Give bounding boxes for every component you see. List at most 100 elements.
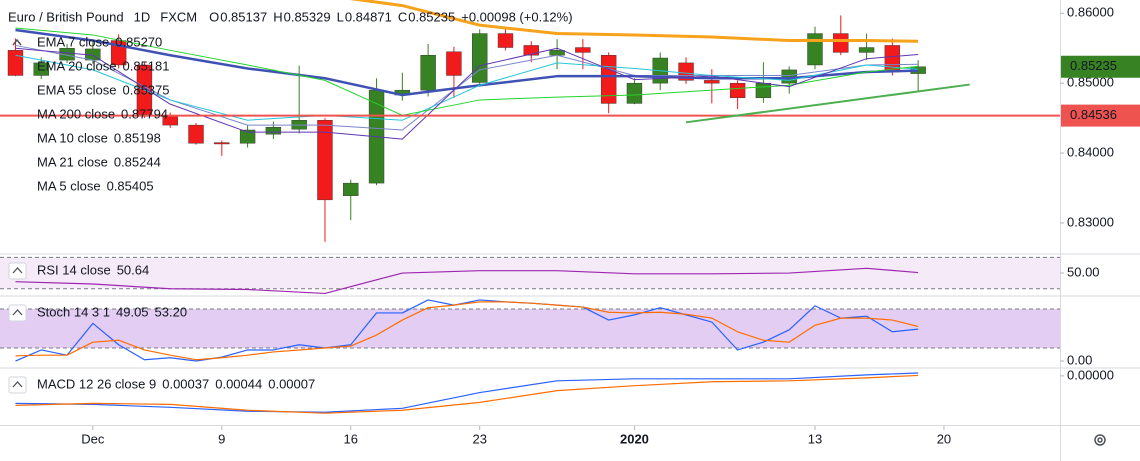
x-tick-label: 20 bbox=[937, 431, 951, 446]
settings-icon[interactable] bbox=[1094, 434, 1106, 446]
candle-body bbox=[420, 55, 436, 91]
candle-body bbox=[833, 33, 849, 53]
legend-label: MA 10 close bbox=[37, 130, 108, 145]
candle-body bbox=[7, 50, 24, 76]
pane-legend-value: 49.05 bbox=[116, 304, 149, 319]
pane-label: MACD 12 26 close 9 bbox=[37, 376, 156, 391]
pane-icon bbox=[8, 304, 27, 322]
ohlc-letter: C bbox=[398, 9, 407, 24]
ohlc-letter: O bbox=[209, 9, 219, 24]
y-tick-label: 0.00 bbox=[1067, 352, 1092, 367]
source: FXCM bbox=[160, 9, 197, 24]
candle-body bbox=[497, 33, 514, 48]
band-fill bbox=[0, 257, 1060, 289]
x-tick-label: 2020 bbox=[620, 431, 649, 446]
candle-body bbox=[781, 69, 797, 84]
x-tick-label: 9 bbox=[218, 431, 225, 446]
candle-body bbox=[729, 82, 746, 99]
overlay-line bbox=[15, 47, 919, 140]
legend-label: MA 200 close bbox=[37, 106, 115, 121]
candle-body bbox=[472, 33, 488, 83]
ohlc-value: 0.85235 bbox=[408, 9, 455, 24]
candle-body bbox=[807, 33, 823, 66]
y-tick-label: 0.84000 bbox=[1067, 144, 1114, 159]
legend-collapse bbox=[12, 38, 22, 46]
legend-value: 0.85244 bbox=[114, 154, 161, 169]
legend-value: 0.85405 bbox=[107, 178, 154, 193]
y-tick-label: 0.00000 bbox=[1067, 367, 1114, 382]
indicator-line bbox=[15, 372, 919, 413]
legend-label: EMA 7 close bbox=[37, 34, 109, 49]
x-tick-label: 23 bbox=[472, 431, 486, 446]
hline-price-box bbox=[1061, 104, 1140, 127]
pane-collapse bbox=[12, 309, 23, 316]
legend-value: 0.85181 bbox=[123, 58, 170, 73]
candle-body bbox=[265, 126, 282, 135]
candle-body bbox=[626, 82, 643, 104]
legend-value: 0.85270 bbox=[115, 34, 162, 49]
candle-body bbox=[317, 120, 333, 201]
pane-label: RSI 14 close bbox=[37, 262, 111, 277]
legend-label: EMA 55 close bbox=[37, 82, 117, 97]
pane-legend-value: 0.00007 bbox=[268, 376, 315, 391]
last-price-box bbox=[1061, 55, 1140, 78]
indicator-pane bbox=[0, 299, 1060, 362]
candle-body bbox=[704, 80, 720, 84]
legend-label: MA 21 close bbox=[37, 154, 108, 169]
x-tick-label: Dec bbox=[81, 431, 105, 446]
pane-legend-value: 50.64 bbox=[117, 262, 150, 277]
y-tick-label: 0.85000 bbox=[1067, 75, 1114, 90]
price-pane bbox=[0, 0, 1060, 242]
pane-legend-value: 0.00044 bbox=[215, 376, 262, 391]
trend-line bbox=[685, 83, 970, 124]
chart-title: Euro / British Pound bbox=[8, 9, 124, 24]
pane-legend-value: 53.20 bbox=[155, 304, 188, 319]
pane-legend-value: 0.00037 bbox=[162, 376, 209, 391]
x-tick-label: 13 bbox=[808, 431, 822, 446]
candle-body bbox=[523, 45, 539, 56]
candle-body bbox=[33, 62, 49, 76]
y-tick-label: 50.00 bbox=[1067, 264, 1100, 279]
candle-body bbox=[678, 62, 694, 81]
hline-price-label: 0.84536 bbox=[1070, 107, 1117, 122]
indicator-line bbox=[15, 374, 919, 414]
ohlc-value: 0.85329 bbox=[284, 9, 331, 24]
last-price-label: 0.85235 bbox=[1070, 58, 1117, 73]
pane-icon bbox=[8, 262, 27, 280]
pane-collapse bbox=[12, 381, 23, 388]
interval: 1D bbox=[134, 9, 151, 24]
pane-icon bbox=[8, 376, 27, 394]
indicator-pane bbox=[15, 372, 919, 414]
candle-body bbox=[239, 129, 256, 144]
x-tick-label: 16 bbox=[344, 431, 358, 446]
overlay-line bbox=[15, 27, 919, 116]
overlay-line bbox=[15, 54, 919, 121]
candle-body bbox=[575, 47, 591, 53]
candle-body bbox=[755, 82, 772, 99]
overlay-line bbox=[349, 0, 919, 43]
legend-label: EMA 20 close bbox=[37, 58, 117, 73]
legend-label: MA 5 close bbox=[37, 178, 101, 193]
candle-body bbox=[188, 124, 204, 144]
indicator-line bbox=[15, 267, 919, 295]
candle-body bbox=[343, 182, 359, 196]
candle-body bbox=[549, 50, 565, 56]
pane-collapse bbox=[12, 267, 23, 274]
ohlc-value: 0.84871 bbox=[345, 9, 392, 24]
ohlc-letter: H bbox=[273, 9, 282, 24]
ohlc-letter: L bbox=[337, 9, 344, 24]
y-tick-label: 0.86000 bbox=[1067, 5, 1114, 20]
y-tick-label: 0.83000 bbox=[1067, 214, 1114, 229]
legend-value: 0.85198 bbox=[114, 130, 161, 145]
indicator-pane bbox=[0, 256, 1060, 295]
indicator-line bbox=[15, 301, 919, 361]
legend-value: 0.87794 bbox=[121, 106, 168, 121]
ohlc-value: 0.85137 bbox=[220, 9, 267, 24]
price-change: +0.00098 (+0.12%) bbox=[461, 9, 572, 24]
candle-body bbox=[214, 142, 230, 145]
pane-label: Stoch 14 3 1 bbox=[37, 304, 110, 319]
legend-value: 0.85375 bbox=[123, 82, 170, 97]
